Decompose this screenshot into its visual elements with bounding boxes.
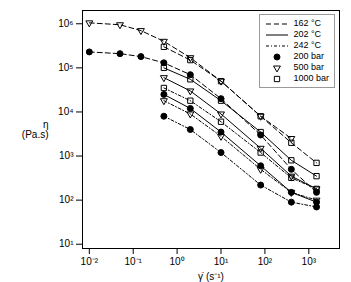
svg-text:10²: 10² — [59, 194, 74, 205]
svg-text:10⁻²: 10⁻² — [81, 256, 99, 267]
html-text:500 bar: 500 bar — [293, 62, 324, 72]
svg-text:10³: 10³ — [302, 256, 317, 267]
svg-text:10²: 10² — [258, 256, 273, 267]
svg-text:10⁵: 10⁵ — [58, 62, 73, 73]
svg-text:η(Pa.s): η(Pa.s) — [22, 119, 49, 140]
svg-text:10⁻¹: 10⁻¹ — [124, 256, 142, 267]
svg-text:10¹: 10¹ — [214, 256, 229, 267]
svg-text:10⁴: 10⁴ — [58, 106, 73, 117]
html-text:1000 bar: 1000 bar — [293, 73, 329, 83]
html-text:202 °C: 202 °C — [293, 29, 322, 39]
html-text:200 bar: 200 bar — [293, 51, 324, 61]
svg-text:10¹: 10¹ — [59, 238, 74, 249]
svg-text:10³: 10³ — [59, 150, 74, 161]
html-text:162 °C: 162 °C — [293, 18, 322, 28]
svg-text:10⁰: 10⁰ — [170, 256, 185, 267]
svg-text:γ̇ (s⁻¹): γ̇ (s⁻¹) — [198, 271, 224, 282]
html-text:242 °C: 242 °C — [293, 40, 322, 50]
svg-text:10⁶: 10⁶ — [58, 18, 73, 29]
